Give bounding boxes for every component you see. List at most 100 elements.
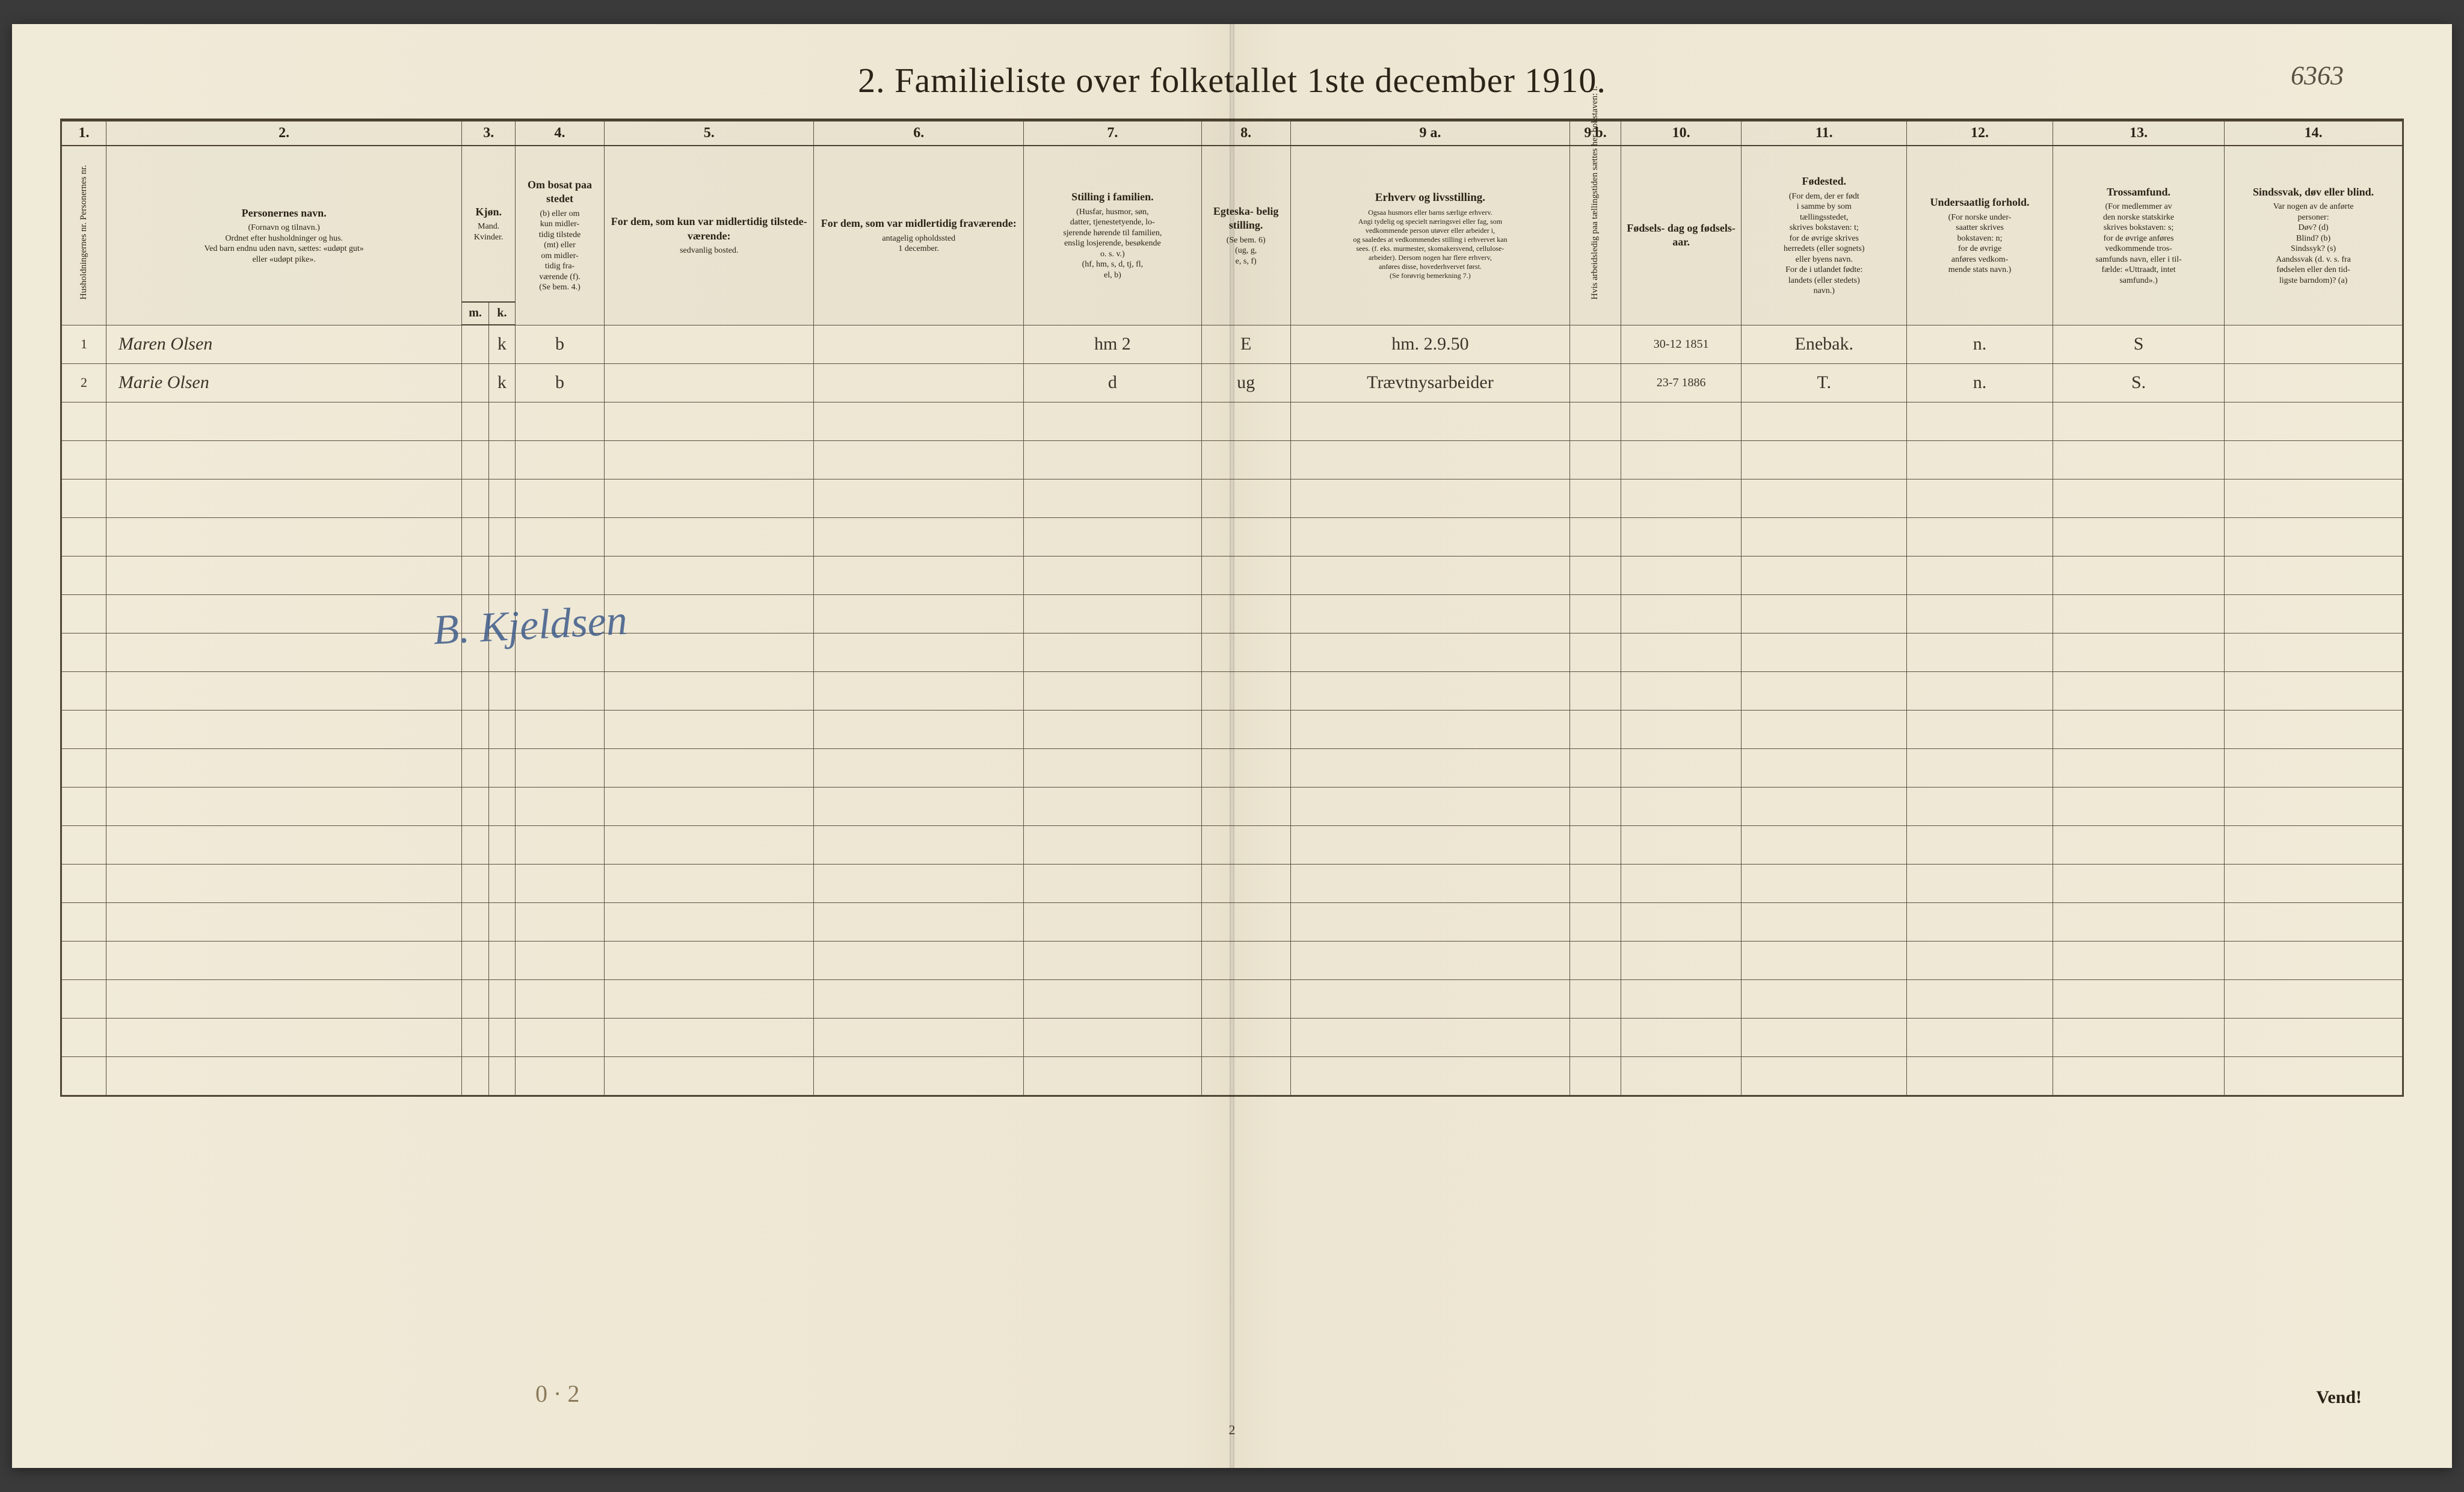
cell xyxy=(1621,479,1742,517)
cell xyxy=(2225,671,2403,710)
cell xyxy=(1907,556,2053,594)
cell: b xyxy=(516,363,605,402)
cell xyxy=(814,1018,1024,1056)
cell xyxy=(1024,1018,1202,1056)
cell xyxy=(2225,979,2403,1018)
cell xyxy=(814,633,1024,671)
cell xyxy=(516,671,605,710)
cell xyxy=(488,517,515,556)
cell xyxy=(1290,748,1570,787)
cell xyxy=(1024,825,1202,864)
cell xyxy=(814,787,1024,825)
cell xyxy=(462,825,488,864)
cell xyxy=(1621,979,1742,1018)
cell xyxy=(604,710,814,748)
cell xyxy=(1024,556,1202,594)
cell xyxy=(106,1056,461,1095)
table-row: 8 xyxy=(62,594,2403,633)
cell xyxy=(814,325,1024,363)
census-table-wrap: 1.2.3.4.5.6.7.8.9 a.9 b.10.11.12.13.14. … xyxy=(60,119,2404,1097)
signature: B. Kjeldsen xyxy=(432,597,628,655)
cell xyxy=(814,979,1024,1018)
cell xyxy=(604,517,814,556)
table-row: 15 xyxy=(62,864,2403,902)
cell: 30-12 1851 xyxy=(1621,325,1742,363)
col-num: 2. xyxy=(106,122,461,146)
col-subhead-mk: m. xyxy=(462,302,488,325)
cell: hm 2 xyxy=(1024,325,1202,363)
col-head: Undersaatlig forhold.(For norske under-s… xyxy=(1907,146,2053,325)
cell xyxy=(488,941,515,979)
cell xyxy=(604,556,814,594)
cell xyxy=(2053,979,2224,1018)
cell xyxy=(1742,594,1907,633)
cell xyxy=(1201,979,1290,1018)
cell xyxy=(1570,825,1621,864)
cell xyxy=(604,594,814,633)
cell xyxy=(462,941,488,979)
cell xyxy=(488,1056,515,1095)
col-num: 1. xyxy=(62,122,106,146)
cell xyxy=(516,556,605,594)
table-row: 18 xyxy=(62,979,2403,1018)
cell xyxy=(462,556,488,594)
col-head: Om bosat paa stedet(b) eller omkun midle… xyxy=(516,146,605,325)
cell xyxy=(1742,941,1907,979)
cell xyxy=(1907,787,2053,825)
cell xyxy=(2225,517,2403,556)
cell xyxy=(462,325,488,363)
cell xyxy=(1024,402,1202,440)
col-num: 5. xyxy=(604,122,814,146)
cell xyxy=(814,1056,1024,1095)
cell xyxy=(604,633,814,671)
cell xyxy=(1201,517,1290,556)
table-row: 10 xyxy=(62,671,2403,710)
cell xyxy=(1201,479,1290,517)
cell xyxy=(516,864,605,902)
cell xyxy=(488,748,515,787)
cell xyxy=(2225,556,2403,594)
row-number: 17 xyxy=(62,941,106,979)
row-number: 16 xyxy=(62,902,106,941)
cell xyxy=(1621,825,1742,864)
cell xyxy=(1290,979,1570,1018)
col-head: Erhverv og livsstilling.Ogsaa husmors el… xyxy=(1290,146,1570,325)
cell xyxy=(1621,633,1742,671)
cell xyxy=(1621,710,1742,748)
cell xyxy=(604,1056,814,1095)
cell xyxy=(814,671,1024,710)
cell xyxy=(2225,479,2403,517)
cell xyxy=(1570,440,1621,479)
cell xyxy=(2053,710,2224,748)
cell xyxy=(1570,325,1621,363)
table-row: 20 xyxy=(62,1056,2403,1095)
cell xyxy=(1907,902,2053,941)
cell xyxy=(2053,787,2224,825)
cell xyxy=(106,902,461,941)
cell xyxy=(1024,941,1202,979)
cell xyxy=(1570,864,1621,902)
cell xyxy=(1290,710,1570,748)
cell xyxy=(516,402,605,440)
cell xyxy=(814,556,1024,594)
cell xyxy=(488,479,515,517)
cell xyxy=(516,1018,605,1056)
cell xyxy=(1742,748,1907,787)
cell xyxy=(1742,402,1907,440)
row-number: 6 xyxy=(62,517,106,556)
cell xyxy=(1201,710,1290,748)
cell xyxy=(1024,748,1202,787)
cell xyxy=(1742,479,1907,517)
cell xyxy=(2053,556,2224,594)
cell xyxy=(2053,402,2224,440)
cell xyxy=(1024,864,1202,902)
cell xyxy=(1201,748,1290,787)
cell xyxy=(106,1018,461,1056)
cell xyxy=(2053,671,2224,710)
cell xyxy=(1570,1056,1621,1095)
cell xyxy=(814,363,1024,402)
footer-handwriting: 0 · 2 xyxy=(535,1379,579,1408)
cell xyxy=(516,787,605,825)
cell xyxy=(814,864,1024,902)
cell xyxy=(2225,594,2403,633)
